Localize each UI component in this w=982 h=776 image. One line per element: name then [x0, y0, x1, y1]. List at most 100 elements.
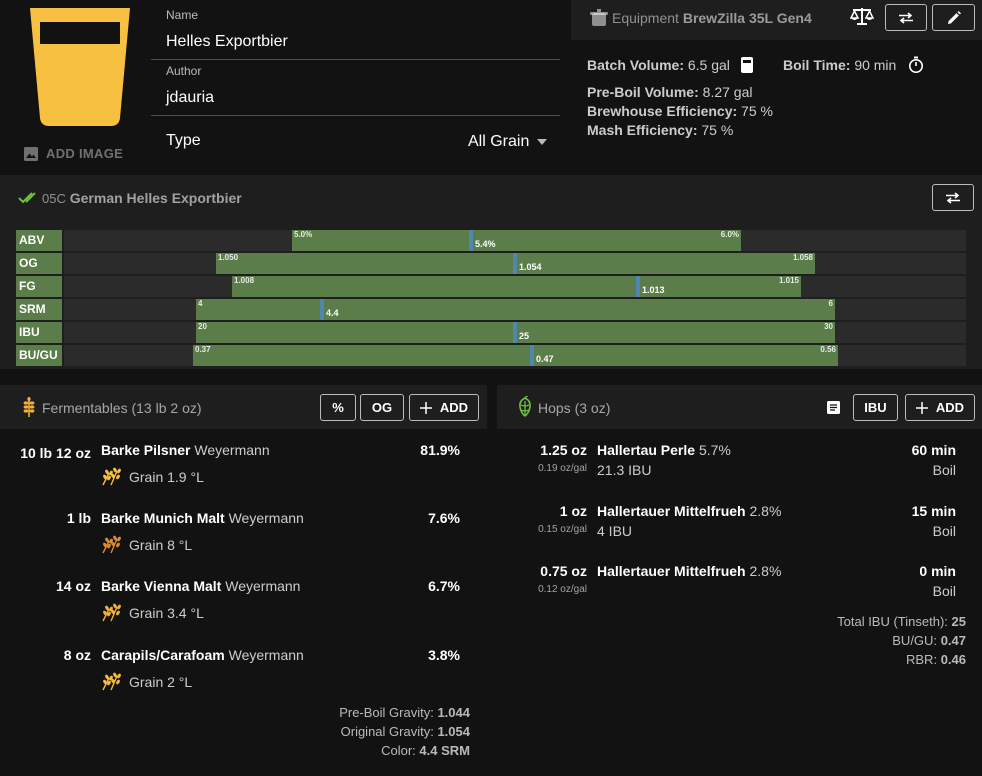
hop-use: Boil [932, 583, 956, 599]
boil-time-label: Boil Time: [783, 57, 851, 73]
rbr-value: 0.46 [940, 652, 966, 667]
style-current-marker [469, 230, 473, 251]
grain-icon [102, 535, 121, 554]
og-toggle-button[interactable]: OG [360, 394, 404, 421]
type-select[interactable]: All Grain [468, 133, 548, 151]
edit-equipment-button[interactable] [932, 4, 975, 31]
style-current-value: 5.4% [475, 239, 496, 249]
equipment-prefix: Equipment [612, 10, 679, 26]
ibu-toggle-button[interactable]: IBU [853, 394, 898, 421]
add-hop-label: ADD [935, 400, 965, 415]
style-current-value: 4.4 [326, 308, 339, 318]
hop-name[interactable]: Hallertauer Mittelfrueh 2.8% [597, 503, 781, 519]
preboil-volume-value: 8.27 gal [702, 84, 753, 100]
add-image-label: ADD IMAGE [46, 146, 124, 161]
hop-name-text: Hallertau Perle [597, 442, 696, 458]
style-row-track: 20 30 25 [64, 322, 966, 343]
plus-icon [915, 401, 928, 414]
fermentable-brand: Weyermann [194, 442, 270, 458]
name-field[interactable]: Name Helles Exportbier [151, 0, 560, 60]
fermentable-kind: Grain [129, 469, 164, 485]
fermentable-name-text: Barke Vienna Malt [101, 578, 222, 594]
author-label: Author [166, 64, 202, 78]
preboil-volume-label: Pre-Boil Volume: [587, 84, 699, 100]
style-row-label: FG [16, 276, 62, 297]
style-row-label: ABV [16, 230, 62, 251]
hop-per-gallon: 0.12 oz/gal [538, 584, 587, 595]
fermenter-icon [741, 57, 753, 73]
hop-per-gallon: 0.15 oz/gal [538, 524, 587, 535]
style-range-low: 5.0% [294, 230, 313, 239]
fermentable-details: Grain 8 °L [129, 537, 192, 553]
style-row-label: IBU [16, 322, 62, 343]
rbr-label: RBR: [906, 652, 938, 667]
fermentable-name-text: Barke Pilsner [101, 442, 191, 458]
author-field[interactable]: Author jdauria [151, 60, 560, 116]
hop-name[interactable]: Hallertau Perle 5.7% [597, 442, 731, 458]
add-image-button[interactable]: ADD IMAGE [24, 146, 123, 161]
color-value: 4.4 SRM [419, 743, 470, 758]
bugu-label: BU/GU: [892, 633, 938, 648]
mash-efficiency-label: Mash Efficiency: [587, 122, 698, 138]
style-row-track: 5.0% 6.0% 5.4% [64, 230, 966, 251]
style-range-high: 1.058 [792, 253, 813, 262]
style-range-low: 20 [198, 322, 207, 331]
fermentable-brand: Weyermann [228, 510, 304, 526]
fermentable-color: 8 °L [167, 537, 193, 553]
style-range [193, 345, 838, 366]
style-range [196, 299, 835, 320]
hop-name[interactable]: Hallertauer Mittelfrueh 2.8% [597, 563, 781, 579]
notes-icon[interactable] [827, 401, 840, 414]
mash-efficiency-value: 75 % [701, 122, 734, 138]
total-ibu-label: Total IBU (Tinseth): [837, 614, 948, 629]
style-header: 05C German Helles Exportbier [0, 175, 982, 219]
hops-summary: Total IBU (Tinseth): 25 BU/GU: 0.47 RBR:… [720, 612, 966, 669]
fermentable-brand: Weyermann [228, 647, 304, 663]
fermentables-summary: Pre-Boil Gravity: 1.044 Original Gravity… [250, 703, 470, 760]
style-range-high: 1.015 [778, 276, 799, 285]
style-current-value: 1.054 [519, 262, 542, 272]
style-range-high: 0.56 [820, 345, 836, 354]
style-current-value: 0.47 [536, 354, 554, 364]
double-check-icon [18, 192, 36, 204]
hop-amount: 1.25 oz [540, 442, 587, 458]
author-value[interactable]: jdauria [166, 89, 215, 106]
recipe-image-panel [0, 0, 150, 175]
fermentable-color: 3.4 °L [167, 605, 204, 621]
style-range-low: 1.050 [218, 253, 239, 262]
hops-header: Hops (3 oz) IBU ADD [497, 385, 982, 429]
add-hop-button[interactable]: ADD [905, 394, 975, 421]
fermentable-name[interactable]: Barke Vienna Malt Weyermann [101, 578, 300, 594]
fermentable-kind: Grain [129, 605, 164, 621]
fermentable-amount: 8 oz [63, 647, 91, 663]
style-row-track: 1.008 1.015 1.013 [64, 276, 966, 297]
hop-name-text: Hallertauer Mittelfrueh [597, 563, 746, 579]
stopwatch-icon [909, 56, 923, 73]
fermentable-name[interactable]: Barke Pilsner Weyermann [101, 442, 270, 458]
hop-alpha: 2.8% [749, 563, 782, 579]
kettle-icon [590, 9, 608, 26]
hop-use: Boil [932, 523, 956, 539]
style-current-value: 25 [519, 331, 530, 341]
type-label: Type [166, 132, 201, 149]
fermentable-name[interactable]: Barke Munich Malt Weyermann [101, 510, 304, 526]
percent-toggle-button[interactable]: % [320, 394, 356, 421]
fermentable-name-text: Carapils/Carafoam [101, 647, 225, 663]
name-value[interactable]: Helles Exportbier [166, 33, 288, 50]
style-current-value: 1.013 [642, 285, 665, 295]
preboil-gravity-label: Pre-Boil Gravity: [339, 705, 434, 720]
style-current-marker [513, 322, 517, 343]
plus-icon [419, 401, 432, 414]
style-range-high: 30 [824, 322, 833, 331]
swap-equipment-button[interactable] [885, 4, 927, 31]
fermentable-name[interactable]: Carapils/Carafoam Weyermann [101, 647, 304, 663]
hop-amount: 0.75 oz [540, 563, 587, 579]
fermentable-amount: 10 lb 12 oz [20, 445, 91, 461]
add-fermentable-button[interactable]: ADD [409, 394, 479, 421]
fermentable-details: Grain 1.9 °L [129, 469, 204, 485]
change-style-button[interactable] [932, 184, 974, 211]
swap-icon [899, 11, 913, 24]
fermentables-header: Fermentables (13 lb 2 oz) % OG ADD [0, 385, 487, 429]
style-row-track: 4 6 4.4 [64, 299, 966, 320]
scale-icon[interactable] [850, 6, 874, 26]
